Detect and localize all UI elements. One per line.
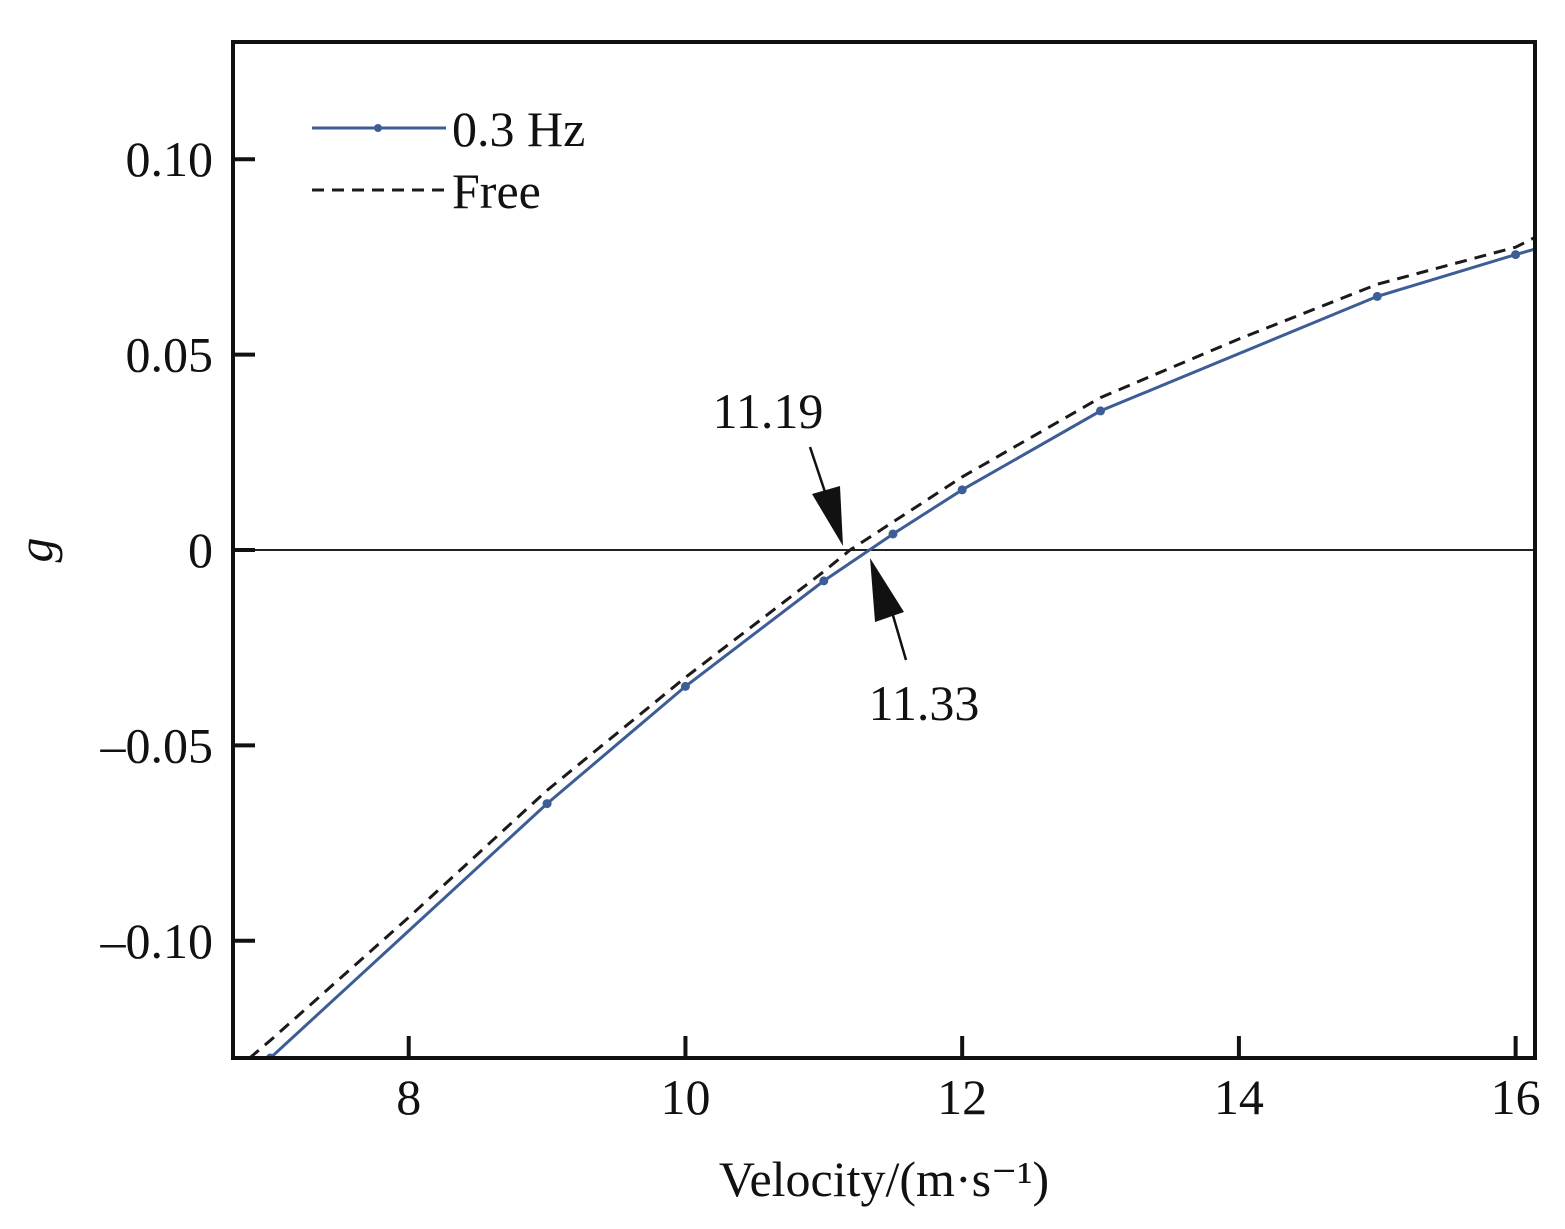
legend-marker-0.3hz [374,124,382,132]
arrow-down-icon [812,486,843,546]
y-tick-label: –0.05 [100,717,214,773]
annotation-label-11-19: 11.19 [713,383,824,439]
data-point [888,529,898,539]
legend-label-free: Free [452,163,541,219]
y-tick-label: 0 [188,522,213,578]
annotation-label-11-33: 11.33 [869,675,980,731]
x-tick-label: 16 [1491,1069,1541,1125]
x-axis-label: Velocity/(m·s⁻¹) [719,1151,1049,1207]
x-tick-label: 10 [660,1069,710,1125]
y-tick-label: –0.10 [100,913,214,969]
data-point [1372,291,1382,301]
legend-label-0.3hz: 0.3 Hz [452,101,585,157]
y-tick-label: 0.05 [126,327,214,383]
annotation-11-33: 11.33 [869,558,980,731]
data-point [1511,250,1521,260]
series-line-0.3-hz [269,247,1535,1058]
y-tick-label: 0.10 [126,131,214,187]
x-tick-label: 12 [937,1069,987,1125]
data-point [542,799,552,809]
arrow-up-icon [870,558,904,622]
plot-area: 8 10 12 14 16 0.10 0.05 0 –0.05 –0.10 [100,40,1541,1125]
data-point [819,576,829,586]
y-axis-label: g [7,538,63,563]
annotation-11-19: 11.19 [713,383,843,546]
data-point [1096,406,1106,416]
data-point [957,485,967,495]
x-tick-label: 14 [1214,1069,1264,1125]
legend: 0.3 Hz Free [312,101,585,219]
x-tick-label: 8 [396,1069,421,1125]
data-point [680,681,690,691]
series-line-free [248,236,1535,1058]
